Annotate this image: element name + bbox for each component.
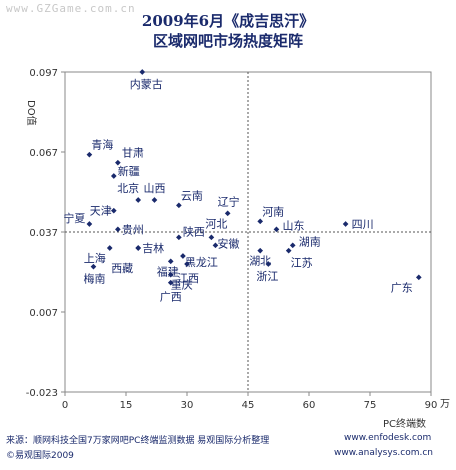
data-point (110, 173, 117, 179)
site-link-enfodesk[interactable]: www.enfodesk.com (344, 433, 432, 443)
data-point (257, 218, 264, 225)
x-tick-label: 60 (303, 400, 316, 411)
x-unit-label: 万 (440, 399, 450, 410)
point-label: 福建 (157, 264, 179, 278)
point-label: 浙江 (256, 270, 278, 283)
data-point (135, 197, 142, 203)
point-label: 吉林 (142, 241, 164, 255)
data-point (176, 202, 182, 209)
data-point (285, 247, 292, 254)
data-point (273, 226, 280, 233)
y-tick-label: -0.023 (26, 388, 58, 399)
point-label: 梅南 (83, 272, 105, 286)
point-label: 陕西 (183, 224, 205, 238)
axis-ticks: 0 15 30 45 60 75 90 0.097 0.067 0.037 0.007 -0.023 (26, 68, 438, 411)
y-tick-label: 0.007 (29, 308, 58, 319)
data-point (265, 261, 272, 267)
data-point (110, 207, 117, 214)
y-axis-label: DO值 (25, 100, 38, 126)
point-label: 江西 (177, 272, 199, 285)
point-label: 西藏 (111, 262, 133, 275)
point-label: 辽宁 (218, 194, 240, 208)
copyright: ©易观国际2009 (6, 451, 74, 461)
data-point (115, 226, 121, 233)
data-point (86, 221, 93, 227)
data-point (135, 245, 142, 251)
x-tick-label: 0 (62, 400, 68, 411)
point-label: 云南 (181, 189, 203, 202)
x-tick-label: 75 (364, 400, 377, 411)
y-tick-label: 0.067 (29, 148, 58, 159)
data-point (176, 234, 182, 241)
data-point (90, 263, 97, 270)
point-label: 湖北 (249, 255, 271, 268)
data-point (86, 151, 93, 158)
point-label: 甘肃 (122, 147, 144, 160)
point-label: 四川 (352, 218, 374, 231)
point-label: 河北 (205, 217, 227, 230)
point-label: 天津 (90, 205, 112, 218)
data-point (415, 274, 422, 281)
point-label: 黑龙江 (185, 256, 218, 269)
point-label: 宁夏 (63, 211, 85, 225)
chart-subtitle: 区域网吧市场热度矩阵 (152, 32, 303, 50)
x-tick-label: 30 (181, 400, 194, 411)
data-point (167, 279, 174, 286)
x-tick-label: 15 (120, 400, 133, 411)
data-point (208, 234, 215, 241)
x-tick-label: 45 (242, 400, 255, 411)
point-label: 广西 (160, 291, 182, 304)
chart-title: 2009年6月《成吉思汗》 (141, 12, 315, 30)
data-point (342, 221, 349, 227)
point-label: 北京 (117, 181, 139, 195)
data-point (224, 210, 231, 217)
data-point (289, 242, 296, 249)
data-point (167, 271, 174, 278)
data-point (151, 197, 158, 203)
data-point (184, 261, 190, 267)
x-axis-label: PC终端数 (383, 417, 426, 430)
point-label: 重庆 (171, 278, 193, 292)
watermark: www.GZGame.com.cn (6, 2, 136, 15)
point-label: 安徽 (217, 236, 239, 250)
point-label: 湖南 (299, 235, 321, 248)
x-tick-label: 90 (425, 400, 438, 411)
point-label: 山西 (143, 182, 165, 195)
y-tick-label: 0.037 (29, 228, 58, 239)
data-point (139, 69, 146, 75)
point-label: 新疆 (118, 164, 140, 178)
point-label: 河南 (262, 205, 284, 218)
point-label: 上海 (84, 251, 106, 265)
point-label: 青海 (91, 138, 113, 152)
data-point (115, 159, 121, 166)
point-label: 江苏 (291, 257, 313, 270)
data-point (257, 247, 264, 254)
point-label: 内蒙古 (130, 77, 163, 91)
point-label: 山东 (282, 219, 304, 232)
data-point (106, 245, 113, 251)
site-link-analysys[interactable]: www.analysys.com.cn (334, 448, 433, 458)
source-note: 来源：顺网科技全国7万家网吧PC终端监测数据 易观国际分析整理 (6, 436, 270, 446)
data-point (167, 258, 174, 265)
point-label: 贵州 (122, 223, 144, 236)
y-tick-label: 0.097 (29, 68, 58, 79)
data-point (180, 253, 186, 259)
data-point (212, 242, 219, 249)
point-label: 广东 (391, 281, 413, 294)
reference-lines (65, 72, 431, 392)
